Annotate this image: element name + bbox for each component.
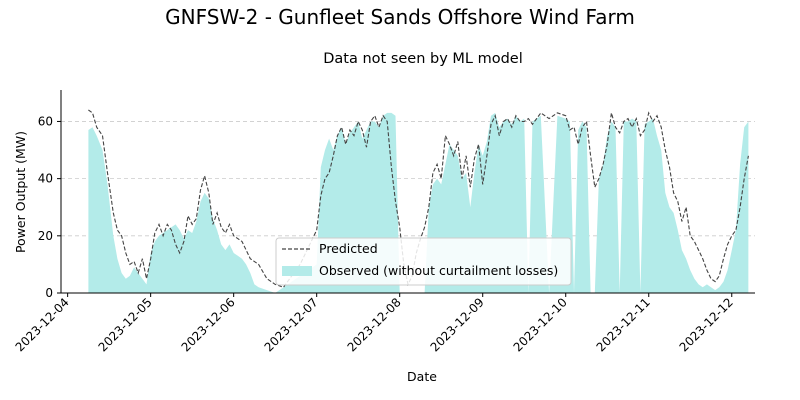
x-axis-label: Date: [407, 369, 437, 384]
x-tick-label: 2023-12-06: [179, 295, 238, 354]
x-tick-label: 2023-12-05: [96, 295, 155, 354]
legend: Predicted Observed (without curtailment …: [275, 237, 572, 286]
x-tick-label: 2023-12-12: [677, 295, 736, 354]
axes: [57, 90, 755, 297]
legend-observed-swatch: [282, 266, 312, 276]
predicted-line-layer: [88, 109, 749, 288]
series-predicted-line: [88, 109, 749, 288]
y-tick-label: 60: [38, 114, 53, 128]
legend-box: [275, 237, 572, 286]
x-tick-label: 2023-12-11: [594, 295, 653, 354]
x-tick-label: 2023-12-09: [428, 295, 487, 354]
y-tick-label: 40: [38, 172, 53, 186]
y-axis-label: Power Output (MW): [13, 131, 28, 253]
observed-area-layer: [88, 112, 749, 294]
chart-subtitle: Data not seen by ML model: [323, 51, 523, 67]
legend-predicted-label: Predicted: [319, 241, 378, 256]
legend-observed-label: Observed (without curtailment losses): [319, 263, 558, 278]
series-observed-area: [88, 112, 749, 294]
x-tick-label: 2023-12-10: [511, 295, 570, 354]
y-tick-label: 0: [45, 286, 53, 300]
chart-title: GNFSW-2 - Gunfleet Sands Offshore Wind F…: [165, 5, 635, 29]
x-tick-label: 2023-12-08: [345, 295, 404, 354]
y-tick-label: 20: [38, 229, 53, 243]
x-tick-label: 2023-12-07: [262, 295, 321, 354]
x-tick-label: 2023-12-04: [13, 295, 72, 354]
